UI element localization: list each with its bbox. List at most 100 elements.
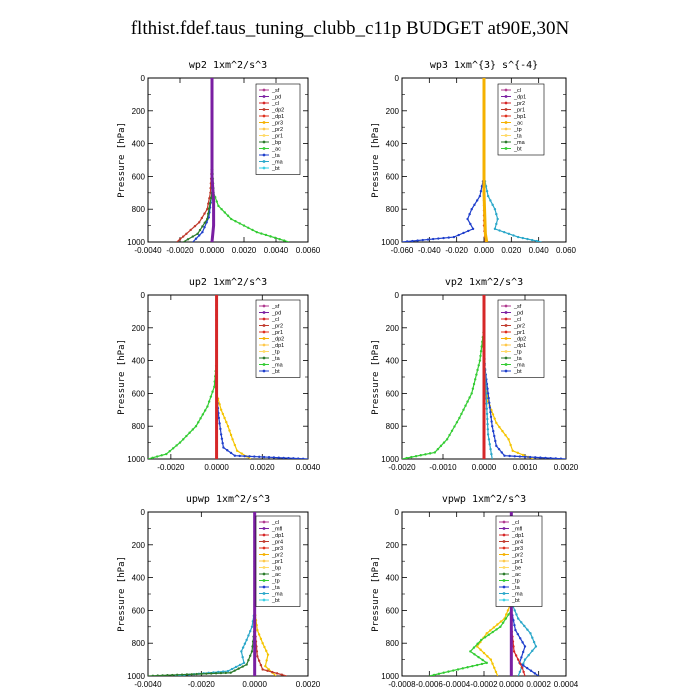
legend-marker bbox=[502, 540, 506, 543]
series-point bbox=[494, 670, 498, 674]
series-point bbox=[206, 212, 210, 215]
legend-marker bbox=[262, 520, 266, 524]
legend-marker bbox=[502, 553, 506, 556]
series-point bbox=[278, 237, 281, 241]
series-point bbox=[510, 618, 513, 621]
legend-marker bbox=[504, 330, 508, 334]
series-point bbox=[199, 417, 202, 420]
series-point bbox=[486, 417, 489, 421]
series-point bbox=[462, 231, 465, 235]
series-point bbox=[215, 329, 218, 333]
legend-marker bbox=[504, 369, 508, 373]
series-point bbox=[203, 409, 207, 412]
series-point bbox=[253, 643, 256, 646]
series-point bbox=[212, 224, 215, 227]
series-point bbox=[460, 412, 463, 416]
series-point bbox=[180, 673, 184, 676]
series-point bbox=[495, 222, 498, 226]
series-point bbox=[514, 628, 517, 632]
legend-entry: _cl bbox=[513, 317, 521, 323]
series-point bbox=[447, 236, 450, 239]
series-point bbox=[210, 78, 214, 80]
legend-entry: _dp1 bbox=[511, 533, 524, 539]
series-point bbox=[253, 669, 256, 672]
series-point bbox=[482, 390, 486, 394]
series-point bbox=[554, 457, 557, 459]
series-point bbox=[482, 395, 486, 399]
series-point bbox=[414, 454, 418, 458]
legend-marker bbox=[262, 585, 266, 589]
series-point bbox=[484, 236, 488, 240]
series-point bbox=[482, 350, 486, 353]
legend-entry: _mfl bbox=[271, 527, 282, 533]
series-point bbox=[478, 359, 482, 362]
series-point bbox=[253, 582, 256, 585]
series-point bbox=[233, 443, 237, 447]
series-point bbox=[512, 645, 515, 648]
series-point bbox=[439, 444, 443, 448]
series-point bbox=[416, 239, 419, 242]
series-point bbox=[496, 217, 499, 221]
series-point bbox=[482, 116, 486, 120]
series-point bbox=[250, 625, 254, 628]
legend-marker bbox=[262, 546, 266, 550]
series-point bbox=[522, 670, 525, 674]
series-point bbox=[493, 208, 497, 211]
series-point bbox=[211, 390, 214, 393]
legend-marker bbox=[262, 160, 266, 163]
series-point bbox=[482, 365, 486, 368]
y-tick-label: 0 bbox=[395, 74, 400, 83]
series-point bbox=[207, 400, 211, 403]
series-point bbox=[217, 670, 220, 674]
series-point bbox=[452, 669, 455, 672]
y-axis-label: Pressure [hPa] bbox=[117, 122, 127, 198]
series-point bbox=[189, 228, 192, 232]
x-tick-label: 0.000 bbox=[474, 246, 495, 255]
series-point bbox=[525, 666, 529, 670]
y-axis-label: Pressure [hPa] bbox=[117, 556, 127, 632]
series-point bbox=[482, 96, 486, 100]
series-point bbox=[240, 650, 243, 653]
panel-title: up2 1xm^2/s^3 bbox=[189, 277, 267, 288]
series-point bbox=[482, 360, 486, 363]
legend-marker bbox=[262, 153, 266, 157]
series-point bbox=[489, 199, 492, 202]
series-point bbox=[253, 572, 256, 575]
legend-marker bbox=[262, 553, 266, 556]
series-point bbox=[482, 411, 486, 414]
series-point bbox=[219, 408, 223, 411]
series-point bbox=[482, 421, 486, 424]
legend-entry: _sf bbox=[271, 88, 280, 94]
series-point bbox=[253, 623, 256, 626]
series-point bbox=[215, 319, 218, 322]
series-point bbox=[266, 653, 270, 656]
x-tick-label: 0.0000 bbox=[472, 463, 497, 472]
series-point bbox=[221, 412, 225, 416]
series-point bbox=[194, 237, 198, 240]
legend-entry: _pr2 bbox=[513, 324, 525, 330]
series-point bbox=[521, 453, 525, 457]
series-point bbox=[457, 233, 460, 237]
series-point bbox=[156, 674, 159, 676]
series-point bbox=[519, 662, 522, 665]
y-tick-label: 200 bbox=[132, 541, 146, 550]
series-point bbox=[201, 413, 205, 416]
series-point bbox=[484, 232, 487, 235]
series-point bbox=[215, 298, 218, 302]
series-point bbox=[510, 669, 513, 672]
series-point bbox=[210, 81, 214, 85]
series-point bbox=[405, 456, 408, 459]
legend-marker bbox=[262, 592, 266, 595]
legend-marker bbox=[262, 166, 266, 170]
series-point bbox=[475, 663, 479, 667]
series-point bbox=[226, 669, 230, 673]
legend-marker bbox=[262, 337, 266, 340]
legend-marker bbox=[504, 350, 508, 353]
series-point bbox=[210, 155, 214, 158]
x-tick-label: 0.0000 bbox=[242, 680, 267, 689]
series-point bbox=[411, 239, 414, 242]
y-tick-label: 600 bbox=[132, 606, 146, 615]
series-point bbox=[253, 562, 256, 565]
y-tick-label: 1000 bbox=[381, 238, 399, 247]
series-point bbox=[549, 456, 552, 459]
